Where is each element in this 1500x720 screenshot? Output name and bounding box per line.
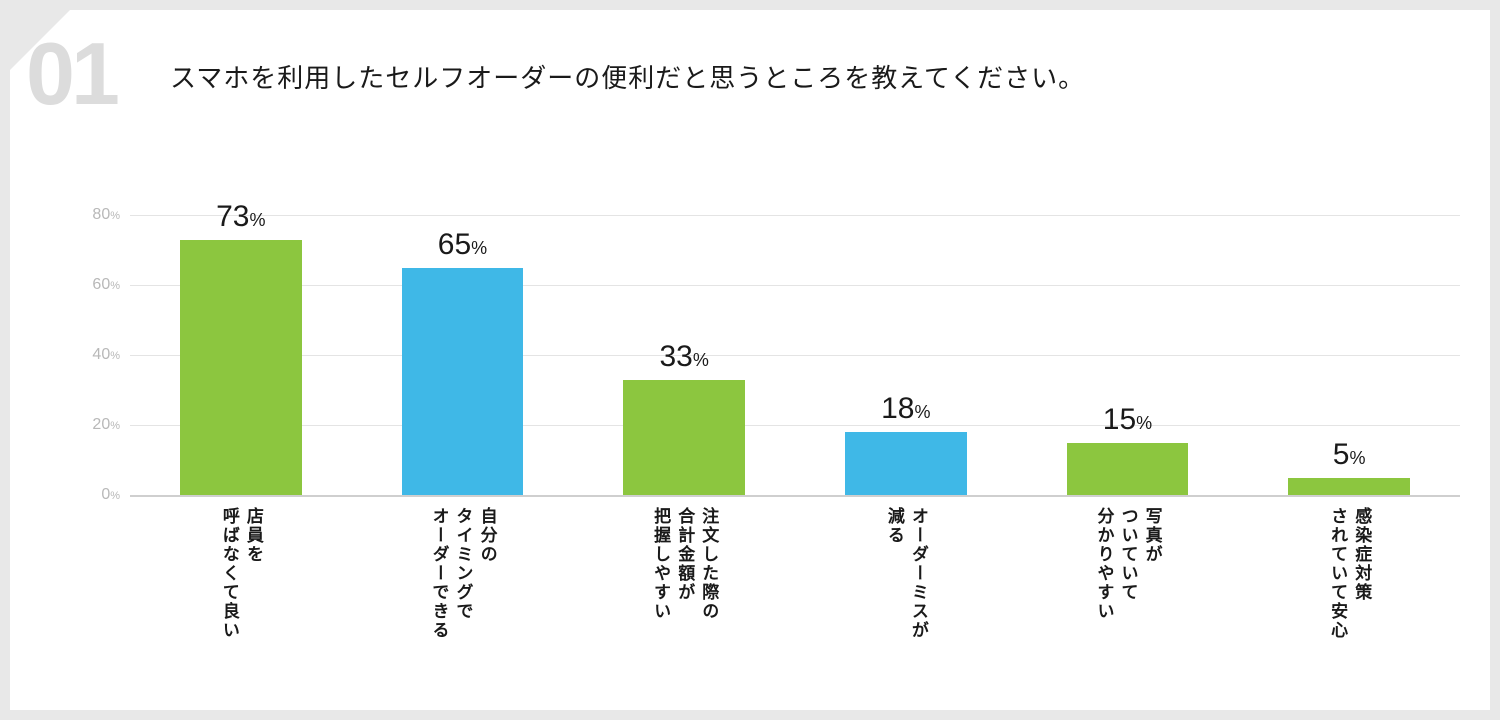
bar-value-label: 73%	[216, 200, 265, 240]
bar-value-label: 18%	[881, 392, 930, 432]
bar-slot: 5%	[1288, 478, 1410, 496]
gridline	[130, 285, 1460, 286]
x-tick-label: 注文した際の合計金額が把握しやすい	[573, 507, 795, 621]
bar-slot: 15%	[1067, 443, 1189, 496]
content-panel: 01 スマホを利用したセルフオーダーの便利だと思うところを教えてください。 0%…	[10, 10, 1490, 710]
bar-value-label: 15%	[1103, 403, 1152, 443]
gridline	[130, 355, 1460, 356]
x-axis-line	[130, 495, 1460, 497]
x-tick-label: 感染症対策されていて安心	[1238, 507, 1460, 640]
section-number: 01	[26, 30, 116, 118]
x-tick-label: 写真がついていて分かりやすい	[1017, 507, 1239, 621]
x-tick-label: オーダーミスが減る	[795, 507, 1017, 640]
bar	[1067, 443, 1189, 496]
y-tick-label: 60%	[92, 276, 130, 294]
bar	[623, 380, 745, 496]
gridline	[130, 215, 1460, 216]
page-title: スマホを利用したセルフオーダーの便利だと思うところを教えてください。	[170, 58, 1085, 95]
y-tick-label: 0%	[101, 486, 130, 504]
y-tick-label: 20%	[92, 416, 130, 434]
y-tick-label: 80%	[92, 206, 130, 224]
x-tick-label: 自分のタイミングでオーダーできる	[352, 507, 574, 640]
bar	[1288, 478, 1410, 496]
bar-value-label: 65%	[438, 228, 487, 268]
bar-slot: 73%	[180, 240, 302, 496]
x-tick-label: 店員を呼ばなくて良い	[130, 507, 352, 640]
bar	[180, 240, 302, 496]
bar-slot: 18%	[845, 432, 967, 495]
y-tick-label: 40%	[92, 346, 130, 364]
bar-slot: 65%	[402, 268, 524, 496]
bar-chart: 0%20%40%60%80%店員を呼ばなくて良い自分のタイミングでオーダーできる…	[130, 215, 1460, 495]
bar-slot: 33%	[623, 380, 745, 496]
bar-value-label: 5%	[1333, 438, 1366, 478]
bar	[402, 268, 524, 496]
bar-value-label: 33%	[659, 340, 708, 380]
gridline	[130, 425, 1460, 426]
bar	[845, 432, 967, 495]
